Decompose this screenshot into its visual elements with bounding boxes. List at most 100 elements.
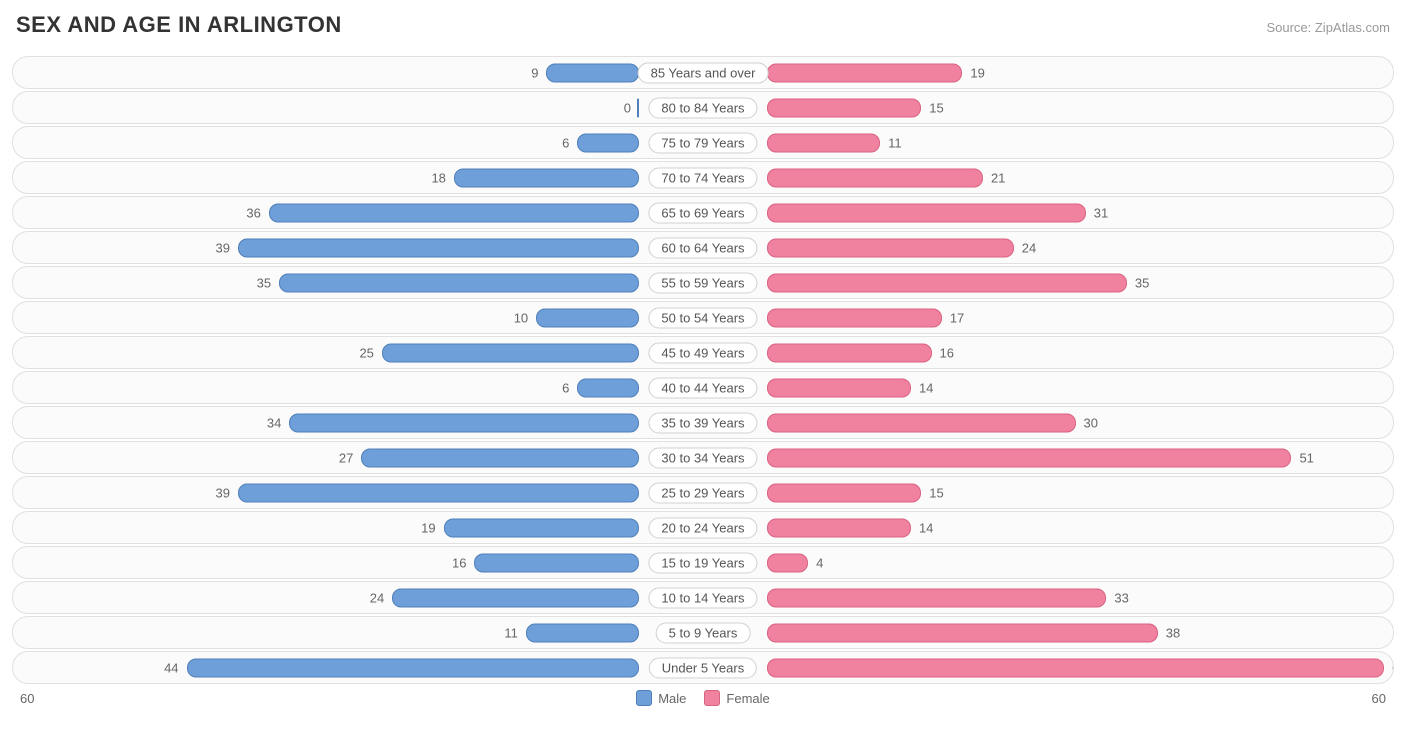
male-bar	[187, 658, 639, 677]
female-value: 30	[1084, 415, 1098, 430]
male-value: 10	[514, 310, 528, 325]
female-value: 16	[940, 345, 954, 360]
female-bar	[767, 553, 808, 572]
male-value: 44	[164, 660, 178, 675]
female-value: 11	[888, 135, 902, 150]
female-bar	[767, 308, 942, 327]
pyramid-row: 16 4 15 to 19 Years	[12, 546, 1394, 579]
male-bar	[238, 483, 639, 502]
category-label: 55 to 59 Years	[648, 272, 757, 293]
male-bar	[289, 413, 639, 432]
chart-footer: 60 Male Female 60	[0, 686, 1406, 706]
male-value: 9	[531, 65, 538, 80]
female-value: 33	[1114, 590, 1128, 605]
pyramid-row: 39 15 25 to 29 Years	[12, 476, 1394, 509]
category-label: 30 to 34 Years	[648, 447, 757, 468]
category-label: 10 to 14 Years	[648, 587, 757, 608]
female-bar	[767, 63, 962, 82]
category-label: 45 to 49 Years	[648, 342, 757, 363]
category-label: 20 to 24 Years	[648, 517, 757, 538]
pyramid-row: 61440 to 44 Years	[12, 371, 1394, 404]
female-bar	[767, 168, 983, 187]
pyramid-chart: 91985 Years and over01580 to 84 Years611…	[0, 56, 1406, 684]
chart-title: SEX AND AGE IN ARLINGTON	[16, 12, 342, 38]
pyramid-row: 91985 Years and over	[12, 56, 1394, 89]
male-bar	[577, 133, 639, 152]
male-value: 25	[359, 345, 373, 360]
female-bar	[767, 623, 1158, 642]
female-value: 31	[1094, 205, 1108, 220]
male-bar	[444, 518, 639, 537]
male-value: 6	[562, 135, 569, 150]
female-bar	[767, 448, 1291, 467]
chart-header: SEX AND AGE IN ARLINGTON Source: ZipAtla…	[0, 0, 1406, 56]
category-label: 80 to 84 Years	[648, 97, 757, 118]
female-value: 38	[1166, 625, 1180, 640]
female-bar	[767, 413, 1076, 432]
pyramid-row: 11385 to 9 Years	[12, 616, 1394, 649]
female-value: 4	[816, 555, 823, 570]
male-value: 19	[421, 520, 435, 535]
category-label: 25 to 29 Years	[648, 482, 757, 503]
female-value: 51	[1299, 450, 1313, 465]
category-label: 35 to 39 Years	[648, 412, 757, 433]
male-bar	[454, 168, 639, 187]
pyramid-row: 392460 to 64 Years	[12, 231, 1394, 264]
male-value: 39	[215, 485, 229, 500]
male-value: 18	[431, 170, 445, 185]
female-bar	[767, 588, 1106, 607]
category-label: Under 5 Years	[649, 657, 757, 678]
female-value: 15	[929, 100, 943, 115]
male-bar	[361, 448, 639, 467]
male-value: 27	[339, 450, 353, 465]
legend-swatch-female	[704, 690, 720, 706]
female-bar	[767, 483, 921, 502]
male-bar	[238, 238, 639, 257]
female-bar	[767, 343, 932, 362]
female-bar	[767, 658, 1384, 677]
pyramid-row: 182170 to 74 Years	[12, 161, 1394, 194]
axis-max-right: 60	[1372, 691, 1386, 706]
female-value: 14	[919, 380, 933, 395]
pyramid-row: 24 33 10 to 14 Years	[12, 581, 1394, 614]
female-bar	[767, 518, 911, 537]
male-value: 35	[257, 275, 271, 290]
male-bar	[577, 378, 639, 397]
category-label: 60 to 64 Years	[648, 237, 757, 258]
legend-item-female: Female	[704, 690, 769, 706]
pyramid-row: 363165 to 69 Years	[12, 196, 1394, 229]
pyramid-row: 0 15 80 to 84 Years	[12, 91, 1394, 124]
male-value: 6	[562, 380, 569, 395]
female-value: 60	[1392, 660, 1394, 675]
category-label: 70 to 74 Years	[648, 167, 757, 188]
female-value: 15	[929, 485, 943, 500]
male-bar	[546, 63, 639, 82]
female-bar	[767, 378, 911, 397]
male-bar	[637, 98, 639, 117]
male-value: 16	[452, 555, 466, 570]
legend-swatch-male	[636, 690, 652, 706]
pyramid-row: 6 11 75 to 79 Years	[12, 126, 1394, 159]
male-bar	[526, 623, 639, 642]
female-bar	[767, 203, 1086, 222]
female-bar	[767, 133, 880, 152]
male-value: 11	[504, 625, 518, 640]
pyramid-row: 25 16 45 to 49 Years	[12, 336, 1394, 369]
male-value: 34	[267, 415, 281, 430]
male-bar	[392, 588, 639, 607]
female-value: 14	[919, 520, 933, 535]
male-bar	[382, 343, 639, 362]
female-value: 19	[970, 65, 984, 80]
category-label: 50 to 54 Years	[648, 307, 757, 328]
chart-legend: Male Female	[34, 690, 1371, 706]
legend-label-male: Male	[658, 691, 686, 706]
category-label: 15 to 19 Years	[648, 552, 757, 573]
category-label: 75 to 79 Years	[648, 132, 757, 153]
pyramid-row: 353555 to 59 Years	[12, 266, 1394, 299]
male-value: 0	[624, 100, 631, 115]
pyramid-row: 44 60 Under 5 Years	[12, 651, 1394, 684]
legend-label-female: Female	[726, 691, 769, 706]
male-value: 24	[370, 590, 384, 605]
male-value: 39	[215, 240, 229, 255]
chart-source: Source: ZipAtlas.com	[1266, 20, 1390, 35]
